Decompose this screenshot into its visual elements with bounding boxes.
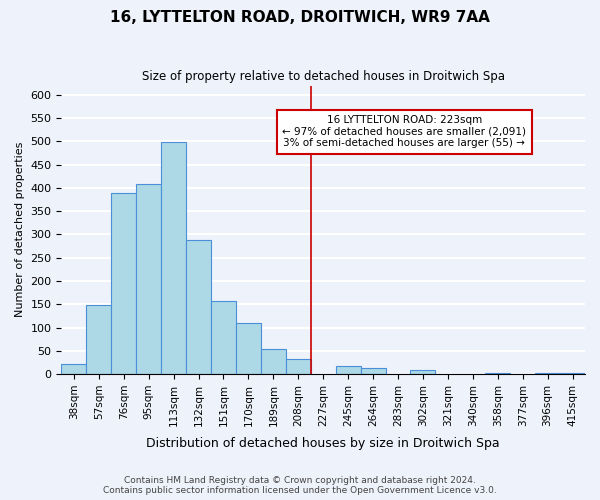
Title: Size of property relative to detached houses in Droitwich Spa: Size of property relative to detached ho…: [142, 70, 505, 83]
Bar: [161, 142, 186, 374]
Bar: [535, 372, 560, 374]
Bar: [335, 366, 361, 374]
Bar: [86, 305, 111, 374]
Bar: [236, 324, 261, 374]
Y-axis label: Number of detached properties: Number of detached properties: [15, 142, 25, 318]
Bar: [485, 372, 510, 374]
Bar: [361, 368, 386, 374]
Text: Contains HM Land Registry data © Crown copyright and database right 2024.
Contai: Contains HM Land Registry data © Crown c…: [103, 476, 497, 495]
Bar: [286, 358, 311, 374]
X-axis label: Distribution of detached houses by size in Droitwich Spa: Distribution of detached houses by size …: [146, 437, 500, 450]
Bar: [136, 184, 161, 374]
Bar: [410, 370, 436, 374]
Text: 16 LYTTELTON ROAD: 223sqm
← 97% of detached houses are smaller (2,091)
3% of sem: 16 LYTTELTON ROAD: 223sqm ← 97% of detac…: [283, 115, 526, 148]
Bar: [211, 301, 236, 374]
Bar: [560, 372, 585, 374]
Bar: [111, 192, 136, 374]
Bar: [261, 349, 286, 374]
Text: 16, LYTTELTON ROAD, DROITWICH, WR9 7AA: 16, LYTTELTON ROAD, DROITWICH, WR9 7AA: [110, 10, 490, 25]
Bar: [186, 240, 211, 374]
Bar: [61, 364, 86, 374]
